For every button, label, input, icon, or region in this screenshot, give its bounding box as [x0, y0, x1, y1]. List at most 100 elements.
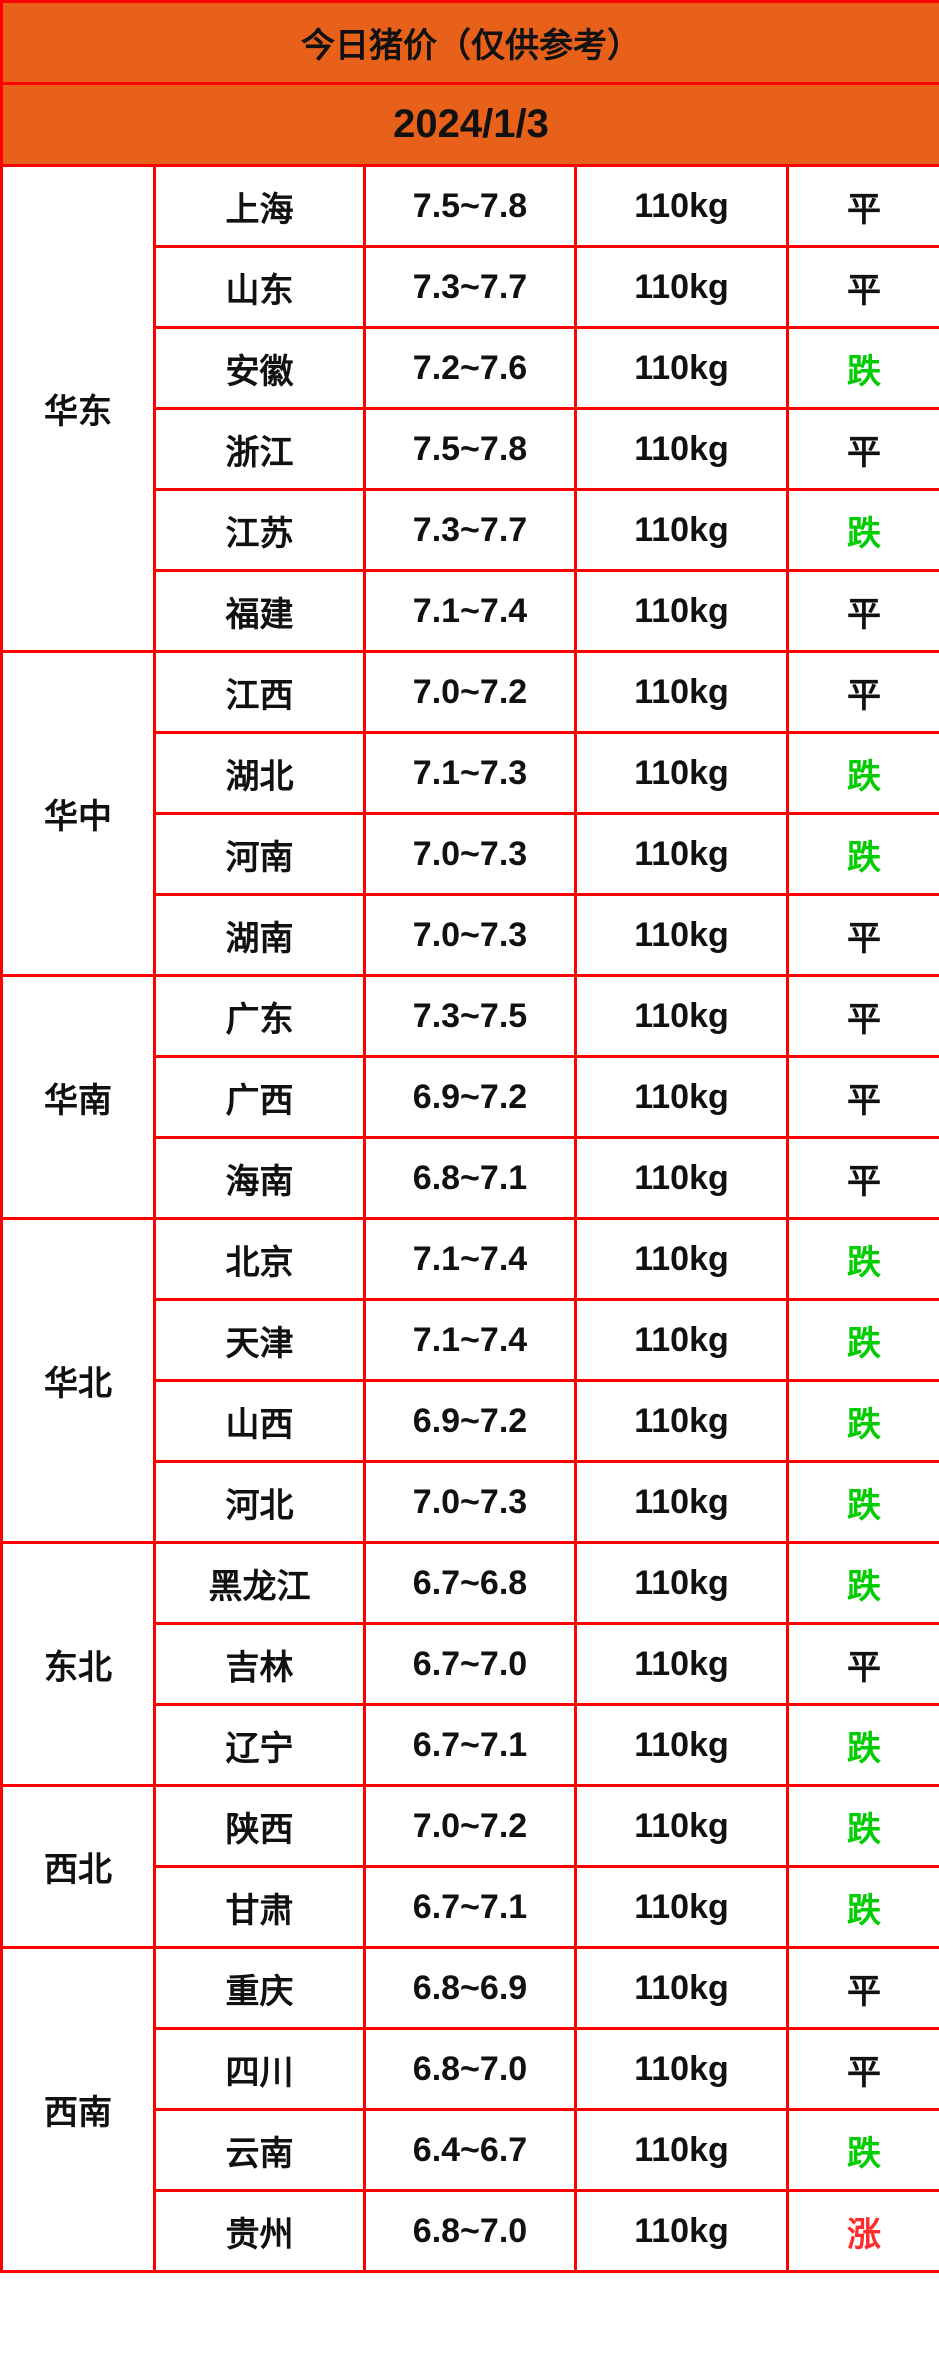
price-cell: 6.7~6.8 — [363, 1541, 577, 1625]
region-cell: 西南 — [0, 1946, 156, 2273]
table-row: 辽宁 6.7~7.1 110kg 跌 — [2, 1703, 939, 1787]
price-cell: 7.1~7.3 — [363, 731, 577, 815]
weight-cell: 110kg — [574, 1460, 789, 1544]
region-cell: 华东 — [0, 164, 156, 653]
trend-cell: 跌 — [785, 1379, 939, 1463]
weight-cell: 110kg — [574, 1946, 789, 2030]
region-cell: 华北 — [0, 1217, 156, 1544]
price-cell: 7.1~7.4 — [363, 1217, 577, 1301]
weight-cell: 110kg — [574, 1784, 789, 1868]
weight-cell: 110kg — [574, 569, 789, 653]
province-cell: 安徽 — [153, 326, 366, 410]
trend-cell: 跌 — [785, 1541, 939, 1625]
province-cell: 广东 — [153, 974, 366, 1058]
price-cell: 7.5~7.8 — [363, 407, 577, 491]
table-row: 湖南 7.0~7.3 110kg 平 — [2, 893, 939, 977]
table-row: 贵州 6.8~7.0 110kg 涨 — [2, 2189, 939, 2273]
weight-cell: 110kg — [574, 731, 789, 815]
price-cell: 6.8~7.0 — [363, 2027, 577, 2111]
trend-cell: 跌 — [785, 1865, 939, 1949]
weight-cell: 110kg — [574, 1703, 789, 1787]
table-row: 东北 黑龙江 6.7~6.8 110kg 跌 — [0, 1541, 939, 1787]
trend-cell: 平 — [785, 569, 939, 653]
province-cell: 福建 — [153, 569, 366, 653]
weight-cell: 110kg — [574, 893, 789, 977]
weight-cell: 110kg — [574, 2027, 789, 2111]
province-cell: 河北 — [153, 1460, 366, 1544]
price-cell: 7.5~7.8 — [363, 164, 577, 248]
table-row: 海南 6.8~7.1 110kg 平 — [2, 1136, 939, 1220]
province-cell: 广西 — [153, 1055, 366, 1139]
table-row: 华北 北京 7.1~7.4 110kg 跌 — [0, 1217, 939, 1544]
price-cell: 6.9~7.2 — [363, 1055, 577, 1139]
trend-cell: 跌 — [785, 326, 939, 410]
table-row: 山西 6.9~7.2 110kg 跌 — [2, 1379, 939, 1463]
date-row: 2024/1/3 — [0, 82, 939, 167]
price-cell: 7.0~7.2 — [363, 1784, 577, 1868]
province-cell: 北京 — [153, 1217, 366, 1301]
price-cell: 6.4~6.7 — [363, 2108, 577, 2192]
price-cell: 7.3~7.7 — [363, 245, 577, 329]
weight-cell: 110kg — [574, 1379, 789, 1463]
province-cell: 天津 — [153, 1298, 366, 1382]
price-cell: 6.8~7.0 — [363, 2189, 577, 2273]
province-cell: 山东 — [153, 245, 366, 329]
trend-cell: 平 — [785, 974, 939, 1058]
trend-cell: 跌 — [785, 1703, 939, 1787]
trend-cell: 跌 — [785, 1784, 939, 1868]
province-cell: 陕西 — [153, 1784, 366, 1868]
weight-cell: 110kg — [574, 1298, 789, 1382]
price-cell: 6.7~7.0 — [363, 1622, 577, 1706]
region-cell: 东北 — [0, 1541, 156, 1787]
weight-cell: 110kg — [574, 1622, 789, 1706]
price-cell: 6.7~7.1 — [363, 1865, 577, 1949]
province-cell: 贵州 — [153, 2189, 366, 2273]
weight-cell: 110kg — [574, 1865, 789, 1949]
trend-cell: 涨 — [785, 2189, 939, 2273]
table-row: 华南 广东 7.3~7.5 110kg 平 — [0, 974, 939, 1220]
table-row: 华东 上海 7.5~7.8 110kg 平 — [0, 164, 939, 653]
trend-cell: 平 — [785, 164, 939, 248]
table-row: 河南 7.0~7.3 110kg 跌 — [2, 812, 939, 896]
price-cell: 7.1~7.4 — [363, 1298, 577, 1382]
province-cell: 吉林 — [153, 1622, 366, 1706]
trend-cell: 跌 — [785, 1298, 939, 1382]
province-cell: 重庆 — [153, 1946, 366, 2030]
trend-cell: 跌 — [785, 2108, 939, 2192]
weight-cell: 110kg — [574, 974, 789, 1058]
province-cell: 上海 — [153, 164, 366, 248]
trend-cell: 平 — [785, 1622, 939, 1706]
price-cell: 6.9~7.2 — [363, 1379, 577, 1463]
table-row: 湖北 7.1~7.3 110kg 跌 — [2, 731, 939, 815]
trend-cell: 跌 — [785, 488, 939, 572]
weight-cell: 110kg — [574, 1541, 789, 1625]
trend-cell: 跌 — [785, 1217, 939, 1301]
trend-cell: 跌 — [785, 812, 939, 896]
province-cell: 湖北 — [153, 731, 366, 815]
table-row: 广西 6.9~7.2 110kg 平 — [2, 1055, 939, 1139]
table-row: 四川 6.8~7.0 110kg 平 — [2, 2027, 939, 2111]
table-row: 西南 重庆 6.8~6.9 110kg 平 — [0, 1946, 939, 2273]
table-row: 华中 江西 7.0~7.2 110kg 平 — [0, 650, 939, 977]
weight-cell: 110kg — [574, 488, 789, 572]
weight-cell: 110kg — [574, 2108, 789, 2192]
region-cell: 华中 — [0, 650, 156, 977]
table-row: 福建 7.1~7.4 110kg 平 — [2, 569, 939, 653]
weight-cell: 110kg — [574, 407, 789, 491]
table-row: 云南 6.4~6.7 110kg 跌 — [2, 2108, 939, 2192]
province-cell: 甘肃 — [153, 1865, 366, 1949]
province-cell: 海南 — [153, 1136, 366, 1220]
province-cell: 江西 — [153, 650, 366, 734]
price-cell: 7.0~7.3 — [363, 1460, 577, 1544]
province-cell: 山西 — [153, 1379, 366, 1463]
trend-cell: 跌 — [785, 1460, 939, 1544]
table-row: 吉林 6.7~7.0 110kg 平 — [2, 1622, 939, 1706]
price-cell: 7.1~7.4 — [363, 569, 577, 653]
trend-cell: 平 — [785, 407, 939, 491]
weight-cell: 110kg — [574, 650, 789, 734]
table-row: 河北 7.0~7.3 110kg 跌 — [2, 1460, 939, 1544]
price-cell: 7.0~7.2 — [363, 650, 577, 734]
province-cell: 辽宁 — [153, 1703, 366, 1787]
trend-cell: 跌 — [785, 731, 939, 815]
table-row: 江苏 7.3~7.7 110kg 跌 — [2, 488, 939, 572]
